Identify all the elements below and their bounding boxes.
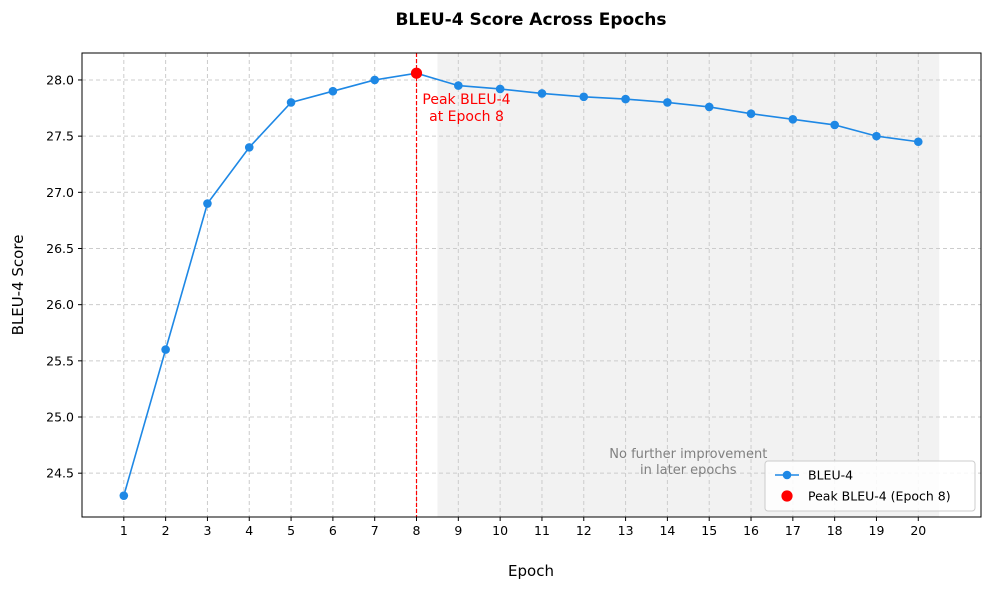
data-point [370,75,379,85]
y-tick-label: 27.0 [46,185,74,200]
data-point [119,491,129,500]
data-point [872,131,881,141]
y-tick-label: 27.5 [46,129,74,144]
legend-marker-bleu4 [782,470,792,480]
x-tick-label: 3 [203,523,211,538]
region-annotation-line1: No further improvement [609,447,767,462]
data-point [913,137,923,147]
data-point [537,89,547,98]
data-point [286,98,296,107]
y-tick-label: 26.0 [46,297,74,312]
legend-marker-peak [781,490,793,502]
region-annotation-line2: in later epochs [640,463,737,478]
data-point [244,143,254,152]
legend-box [764,460,976,512]
y-tick-label: 25.0 [46,410,74,425]
data-point [788,114,798,124]
x-tick-label: 5 [287,523,295,538]
x-tick-label: 1 [120,523,128,538]
x-tick-label: 16 [743,523,759,538]
data-point [161,345,170,354]
data-point [663,98,672,107]
x-tick-label: 20 [910,523,926,538]
data-point [621,94,630,104]
x-tick-label: 18 [827,523,843,538]
x-tick-label: 7 [371,523,379,538]
x-tick-label: 4 [245,523,253,538]
peak-marker [410,67,423,79]
x-tick-label: 2 [162,523,170,538]
data-point [454,81,463,90]
x-tick-label: 8 [413,523,421,538]
data-point [746,109,756,118]
legend: BLEU-4 Peak BLEU-4 (Epoch 8) [764,460,976,512]
legend-label-bleu4: BLEU-4 [808,468,853,483]
x-tick-label: 14 [659,523,675,538]
peak-annotation-line1: Peak BLEU-4 [422,92,510,108]
x-tick-label: 12 [576,523,592,538]
data-point [495,84,505,94]
y-tick-label: 28.0 [46,72,74,87]
peak-annotation-line2: at Epoch 8 [429,109,504,125]
data-point [203,199,212,208]
x-tick-label: 10 [492,523,508,538]
x-tick-label: 15 [701,523,717,538]
x-tick-label: 11 [534,523,550,538]
y-axis-label: BLEU-4 Score [9,235,27,336]
data-point [579,92,589,102]
x-tick-label: 13 [618,523,634,538]
data-point [328,86,338,96]
x-tick-label: 6 [329,523,337,538]
data-point [704,102,714,112]
chart-title: BLEU-4 Score Across Epochs [395,10,666,30]
legend-label-peak: Peak BLEU-4 (Epoch 8) [808,489,951,504]
x-tick-label: 9 [454,523,462,538]
y-tick-label: 25.5 [46,353,74,368]
series-line-bleu4 [123,72,919,496]
axes-frame [81,52,982,518]
plot-area: 1 2 3 4 5 6 7 8 9 10 11 12 13 14 15 16 17 18 19 2024.525.02… [46,52,982,538]
x-axis-label: Epoch [508,562,554,580]
x-tick-label: 19 [869,523,885,538]
data-point [830,120,839,130]
y-tick-label: 26.5 [46,241,74,256]
x-tick-label: 17 [785,523,801,538]
y-tick-label: 24.5 [46,466,74,481]
